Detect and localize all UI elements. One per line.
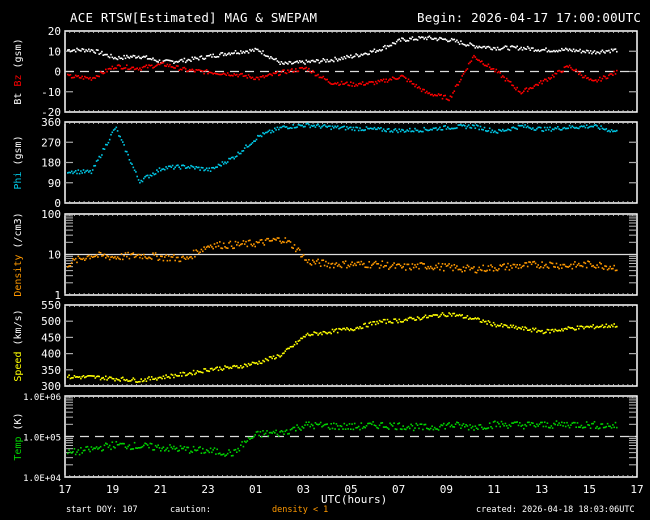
x-tick-label: 17	[630, 483, 643, 496]
svg-text:300: 300	[41, 380, 61, 393]
x-tick-label: 23	[201, 483, 214, 496]
begin-timestamp: Begin: 2026-04-17 17:00:00UTC	[417, 10, 642, 25]
svg-text:400: 400	[41, 348, 61, 361]
svg-text:270: 270	[41, 136, 61, 149]
svg-text:0: 0	[54, 197, 61, 210]
svg-text:1: 1	[54, 289, 61, 302]
created-timestamp: created: 2026-04-18 18:03:06UTC	[476, 505, 635, 515]
svg-text:500: 500	[41, 315, 61, 328]
svg-text:Speed (km/s): Speed (km/s)	[13, 309, 24, 381]
x-axis-label: UTC(hours)	[321, 493, 388, 506]
svg-text:Phi (gsm): Phi (gsm)	[13, 135, 24, 189]
svg-text:90: 90	[48, 177, 61, 190]
svg-text:1.0E+05: 1.0E+05	[23, 434, 61, 444]
svg-text:20: 20	[48, 25, 61, 38]
panel-phi: Phi (gsm)	[13, 121, 638, 204]
svg-text:Bt Bz (gsm): Bt Bz (gsm)	[13, 38, 24, 104]
svg-text:Density (/cm3): Density (/cm3)	[13, 212, 24, 296]
svg-text:1.0E+04: 1.0E+04	[23, 474, 61, 484]
svg-text:360: 360	[41, 116, 61, 129]
svg-text:-20: -20	[41, 106, 61, 119]
x-tick-label: 01	[249, 483, 262, 496]
svg-text:180: 180	[41, 157, 61, 170]
start-doy: start DOY: 107	[66, 505, 138, 515]
x-tick-label: 13	[535, 483, 548, 496]
x-tick-label: 17	[58, 483, 71, 496]
svg-text:350: 350	[41, 364, 61, 377]
svg-text:-10: -10	[41, 86, 61, 99]
svg-text:10: 10	[48, 249, 61, 262]
x-tick-label: 15	[583, 483, 596, 496]
chart-title: ACE RTSW[Estimated] MAG & SWEPAM	[70, 10, 318, 25]
panel-density: Density (/cm3)	[13, 212, 638, 297]
panel-speed: Speed (km/s)	[13, 304, 638, 387]
svg-text:10: 10	[48, 45, 61, 58]
caution-label: caution:	[170, 505, 211, 515]
svg-text:1.0E+06: 1.0E+06	[23, 393, 61, 403]
svg-text:100: 100	[41, 208, 61, 221]
svg-text:0: 0	[54, 66, 61, 79]
x-tick-label: 07	[392, 483, 405, 496]
x-tick-label: 03	[297, 483, 310, 496]
x-tick-label: 11	[487, 483, 500, 496]
x-tick-label: 19	[106, 483, 119, 496]
svg-text:Temp (K): Temp (K)	[13, 412, 24, 460]
svg-text:450: 450	[41, 331, 61, 344]
x-tick-label: 05	[344, 483, 357, 496]
svg-text:550: 550	[41, 299, 61, 312]
panel-temp: Temp (K)	[13, 395, 638, 478]
panel-bt-bz: Bt Bz (gsm)	[13, 30, 638, 113]
x-tick-label: 21	[154, 483, 167, 496]
x-tick-label: 09	[440, 483, 453, 496]
caution-value: density < 1	[272, 505, 329, 515]
